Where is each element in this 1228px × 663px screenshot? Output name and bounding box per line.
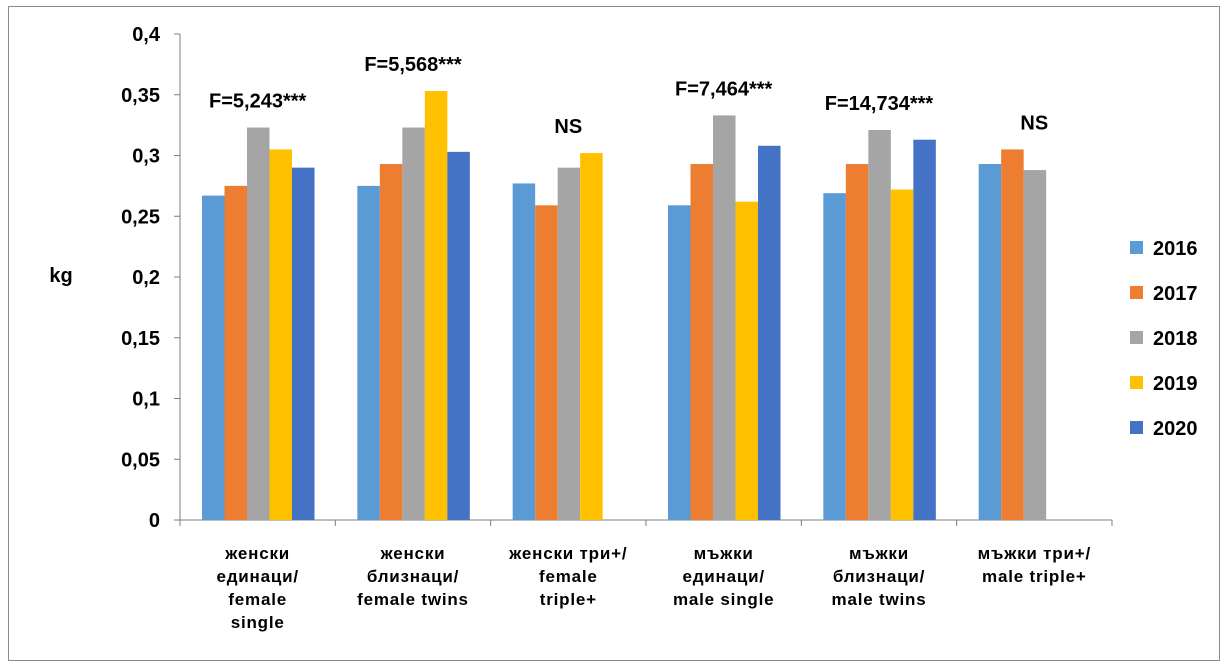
- y-tick-label: 0,35: [121, 85, 160, 107]
- x-category-label-line: female: [539, 567, 598, 586]
- bar-2017: [845, 164, 869, 520]
- bar-2016: [357, 185, 380, 520]
- significance-annotation: F=7,464***: [675, 78, 773, 100]
- bar-2019: [890, 189, 914, 520]
- bar-2016: [823, 193, 846, 521]
- y-axis-label: kg: [49, 265, 72, 287]
- bar-2017: [690, 164, 713, 520]
- bar-2018: [713, 115, 736, 520]
- bar-2018: [1023, 170, 1047, 520]
- bar-2017: [535, 205, 558, 520]
- x-category-label-line: мъжки три+/: [978, 544, 1091, 563]
- x-category-label: мъжки три+/ male triple+: [978, 544, 1091, 586]
- legend-swatch-2019: [1130, 376, 1143, 389]
- bar-2019: [580, 153, 603, 520]
- legend-swatch-2020: [1130, 421, 1143, 434]
- x-category-label-line: близнаци/: [833, 567, 925, 586]
- legend-swatch-2017: [1130, 286, 1143, 299]
- x-category-label: мъжки единаци/male single: [673, 544, 774, 609]
- x-category-label-line: женски: [224, 544, 290, 563]
- legend-label: 2016: [1153, 238, 1198, 260]
- x-category-label-line: male triple+: [982, 567, 1087, 586]
- x-category-label-line: близнаци/: [367, 567, 459, 586]
- x-category-label-line: female: [228, 590, 287, 609]
- bar-2019: [269, 149, 292, 521]
- significance-annotation: F=5,568***: [364, 54, 462, 76]
- y-tick-label: 0,2: [132, 267, 160, 289]
- y-tick-label: 0,3: [132, 146, 160, 168]
- x-category-label-line: triple+: [540, 590, 597, 609]
- x-category-label-line: male twins: [832, 590, 927, 609]
- bar-2017: [1001, 149, 1024, 521]
- bar-2020: [758, 145, 781, 520]
- bars: [202, 91, 1047, 521]
- bar-2018: [557, 167, 581, 520]
- y-tick-label: 0,25: [121, 206, 160, 228]
- bar-2019: [424, 91, 448, 520]
- x-category-label: женски три+/ female triple+: [508, 544, 627, 609]
- x-category-label-line: single: [231, 613, 285, 632]
- bar-2016: [978, 164, 1002, 520]
- y-tick-label: 0,15: [121, 328, 160, 350]
- x-category-label-line: мъжки: [849, 544, 909, 563]
- bar-2020: [447, 151, 470, 521]
- bar-2020: [913, 139, 936, 520]
- axes: 0 0,05 0,1 0,15 0,2 0,25 0,3 0,35 0,4 kg: [49, 24, 1113, 532]
- legend: 2016 2017 2018 2019 2020: [1130, 238, 1198, 440]
- y-tick-label: 0: [149, 510, 160, 532]
- bar-2016: [668, 205, 691, 520]
- x-category-label-line: женски: [380, 544, 446, 563]
- legend-label: 2020: [1153, 418, 1198, 440]
- significance-annotation: F=5,243***: [209, 91, 307, 113]
- x-category-label: мъжки близнаци/male twins: [832, 544, 927, 609]
- bar-2016: [512, 183, 536, 520]
- x-category-label-line: женски три+/: [508, 544, 627, 563]
- y-tick-label: 0,1: [132, 389, 160, 411]
- legend-swatch-2018: [1130, 331, 1143, 344]
- legend-label: 2019: [1153, 373, 1198, 395]
- bar-2019: [735, 201, 758, 521]
- y-tick-label: 0,05: [121, 449, 160, 471]
- bar-2018: [868, 129, 891, 521]
- chart-frame: [8, 6, 1220, 661]
- significance-annotation: NS: [1020, 112, 1048, 134]
- labels: женски единаци/female single женски близнаци…: [209, 54, 1091, 632]
- bar-2017: [224, 185, 247, 520]
- significance-annotation: F=14,734***: [825, 93, 934, 115]
- bar-2020: [292, 167, 315, 520]
- legend-label: 2017: [1153, 283, 1198, 305]
- bar-2018: [247, 127, 270, 521]
- x-category-label: женски единаци/female single: [216, 544, 298, 632]
- y-tick-label: 0,4: [132, 24, 161, 46]
- x-category-label-line: male single: [673, 590, 774, 609]
- bar-2017: [379, 164, 403, 520]
- legend-swatch-2016: [1130, 241, 1143, 254]
- bar-2016: [202, 195, 225, 520]
- x-category-label-line: единаци/: [216, 567, 298, 586]
- x-category-label-line: мъжки: [694, 544, 754, 563]
- legend-label: 2018: [1153, 328, 1198, 350]
- x-category-label-line: единаци/: [682, 567, 764, 586]
- x-category-label: женски близнаци/female twins: [357, 544, 469, 609]
- bar-2018: [402, 127, 425, 521]
- x-category-label-line: female twins: [357, 590, 469, 609]
- significance-annotation: NS: [554, 116, 582, 138]
